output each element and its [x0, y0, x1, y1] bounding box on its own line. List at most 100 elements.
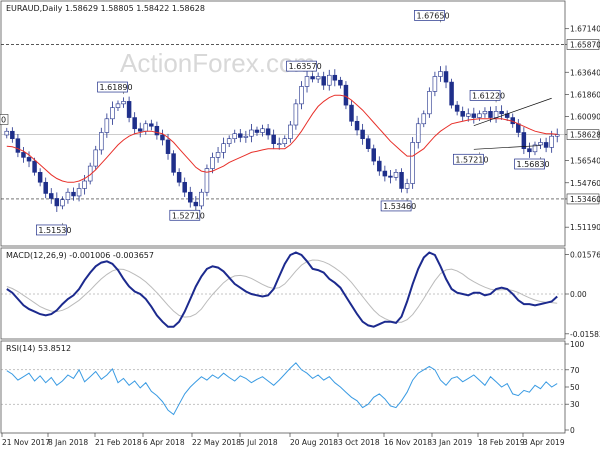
left-edge-label-box	[0, 114, 9, 125]
price-axis-highlight-box	[566, 193, 600, 205]
macd-main-line	[6, 251, 558, 328]
candle-body	[293, 103, 299, 126]
candle-body	[215, 152, 221, 158]
candle-body	[388, 175, 393, 178]
annotation-layer: 0 1.51530 1.61890 1.52710 1.63570 1.53460 1.67…	[0, 10, 550, 236]
candle-body	[421, 113, 427, 125]
annotation-box	[469, 90, 501, 101]
candle-body	[532, 144, 538, 153]
candle-body	[26, 157, 32, 162]
annotation-label: 1.61890	[100, 83, 133, 92]
candle-body	[232, 133, 237, 140]
candle-body	[32, 160, 37, 173]
candle-body	[477, 113, 482, 118]
annotation-label: 1.57210	[455, 155, 488, 164]
rsi-axis-label: 100	[570, 340, 585, 349]
candle-body	[99, 132, 104, 151]
rsi-label: RSI(14) 53.8512	[6, 344, 71, 353]
candle-body	[393, 172, 399, 178]
candle-body	[410, 142, 415, 184]
macd-axis-label: -0.015834	[570, 330, 600, 339]
watermark: ActionForex.com	[120, 48, 315, 78]
candle-body	[399, 172, 404, 189]
pattern-upper-line	[473, 97, 552, 126]
x-axis-label: 3 Jan 2019	[432, 438, 472, 447]
candle-body	[149, 123, 154, 127]
macd-axis-label: 0.015762	[570, 250, 600, 259]
candle-body	[332, 74, 338, 81]
candle-body	[327, 74, 332, 86]
rsi-axis-label: 50	[570, 383, 580, 392]
annotation-label: 1.52710	[172, 211, 205, 220]
annotation-label: 1.63570	[289, 62, 322, 71]
candle-body	[76, 188, 82, 197]
candle-body	[360, 129, 365, 140]
annotation-box	[169, 209, 201, 221]
candle-body	[454, 104, 460, 112]
candle-body	[488, 111, 493, 118]
candle-body	[304, 76, 310, 87]
x-axis-label: 20 Aug 2018	[290, 438, 338, 447]
candle-body	[37, 172, 43, 183]
candle-body	[226, 138, 232, 144]
candle-body	[432, 76, 438, 92]
candle-body	[115, 103, 121, 108]
macd-label: MACD(12,26,9) -0.001006 -0.003657	[6, 251, 154, 260]
annotation-label: 1.56830	[517, 160, 550, 169]
candle-body	[243, 135, 249, 138]
x-axis-label: 16 Nov 2018	[384, 438, 432, 447]
candle-body	[466, 113, 471, 117]
candle-body	[282, 138, 288, 144]
chart-title: EURAUD,Daily 1.58629 1.58805 1.58422 1.5…	[6, 4, 205, 13]
x-axis-label: 6 Apr 2018	[143, 438, 185, 447]
rsi-axis-label: 70	[570, 366, 580, 375]
candle-body	[354, 120, 360, 131]
candle-body	[549, 135, 554, 148]
candle-body	[110, 107, 115, 120]
pattern-lower-line	[473, 145, 541, 150]
candle-body	[249, 129, 254, 137]
candle-body	[338, 79, 343, 86]
candle-body	[15, 138, 21, 153]
annotation-box	[453, 153, 484, 165]
candle-body	[176, 172, 182, 183]
candle-body	[204, 168, 210, 193]
candle-body	[182, 181, 187, 193]
candle-body	[521, 132, 527, 149]
candle-body	[449, 81, 454, 106]
candle-body	[543, 142, 549, 148]
candle-body	[271, 134, 276, 144]
candle-body	[265, 128, 271, 136]
price-axis-label: 1.54760	[570, 179, 600, 188]
candle-body	[415, 123, 421, 143]
x-axis-label: 8 Jan 2018	[48, 438, 88, 447]
left-edge-label: 0	[1, 115, 6, 124]
macd-axis: 0.015762 0.00 -0.015834	[565, 250, 600, 339]
candle-body	[143, 123, 149, 132]
annotation-label: 1.53460	[383, 202, 416, 211]
price-axis-label: 1.65870	[570, 41, 600, 50]
x-axis-label: 22 May 2018	[192, 438, 241, 447]
candle-body	[443, 71, 449, 83]
candle-body	[54, 198, 60, 207]
candle-body	[60, 199, 65, 207]
candle-body	[165, 139, 171, 154]
macd-signal-line	[6, 259, 558, 323]
candle-body	[21, 152, 26, 158]
candle-body	[554, 134, 560, 137]
candle-body	[104, 118, 110, 133]
candle-body	[254, 129, 260, 133]
candle-body	[321, 76, 326, 86]
candle-body	[438, 71, 443, 77]
annotation-box	[36, 224, 67, 236]
candle-body	[276, 143, 282, 145]
candle-body	[188, 191, 193, 203]
candle-body	[160, 134, 165, 141]
candle-body	[404, 183, 410, 189]
candle-body	[371, 148, 376, 162]
annotation-box	[97, 81, 128, 93]
candle-body	[193, 201, 199, 207]
annotation-box	[380, 200, 412, 212]
